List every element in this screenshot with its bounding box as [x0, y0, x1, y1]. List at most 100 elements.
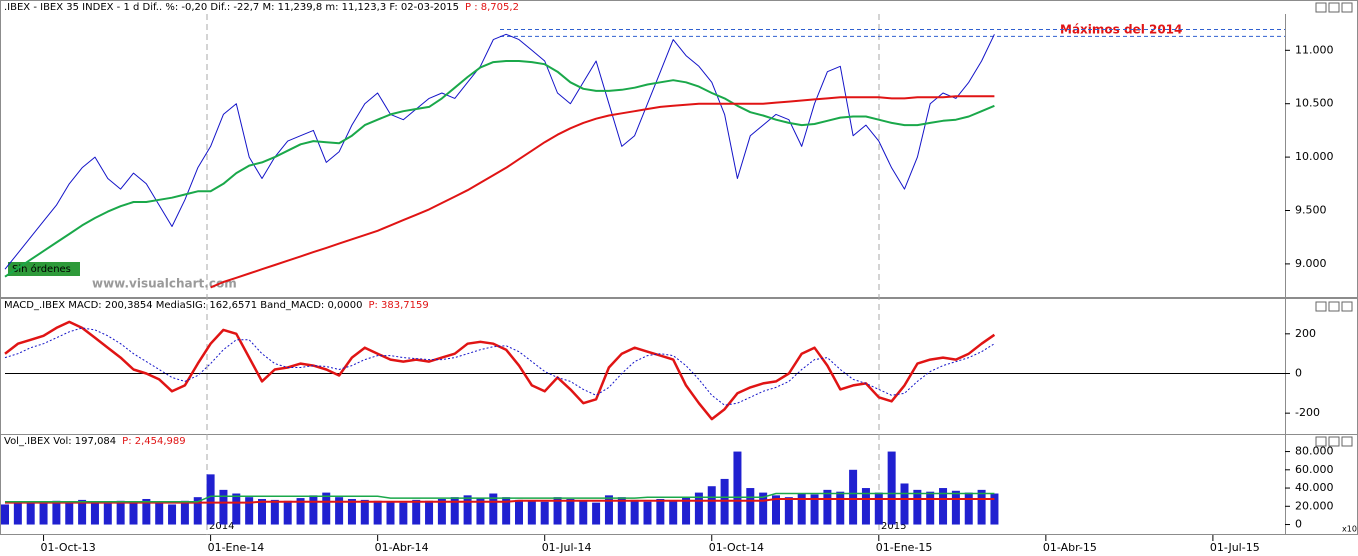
- volume-bar: [682, 497, 691, 525]
- volume-bar: [373, 500, 382, 525]
- panel-header-value: P: 383,7159: [368, 300, 428, 311]
- y-tick-label: 20.000: [1295, 499, 1334, 512]
- close-button[interactable]: [1341, 301, 1353, 312]
- volume-bar: [772, 495, 780, 525]
- y-tick-label: 10.000: [1295, 150, 1334, 163]
- volume-bar: [450, 497, 459, 525]
- panel-header: Vol_.IBEX Vol: 197,084: [4, 436, 116, 447]
- volume-bar: [232, 493, 241, 525]
- volume-bar: [399, 502, 408, 525]
- close-button[interactable]: [1341, 436, 1353, 447]
- series-line: [5, 498, 995, 504]
- volume-bar: [836, 491, 845, 525]
- minimize-button[interactable]: [1315, 2, 1327, 13]
- volume-bar: [951, 490, 960, 525]
- volume-bar: [26, 501, 35, 525]
- panel-header-value: P : 8,705,2: [465, 2, 519, 13]
- maximize-button[interactable]: [1328, 436, 1340, 447]
- volume-bar: [360, 499, 369, 525]
- volume-bar: [939, 488, 948, 525]
- volume-bar: [604, 495, 613, 525]
- volume-bar: [694, 492, 703, 525]
- y-tick-label: 10.500: [1295, 97, 1334, 110]
- annotation-box: [8, 262, 80, 276]
- annotation: Máximos del 2014: [1060, 23, 1182, 37]
- volume-bar: [425, 500, 434, 525]
- volume-bar: [553, 497, 562, 525]
- y-tick-label: -200: [1295, 406, 1320, 419]
- volume-bar: [386, 501, 395, 525]
- volume-bar: [926, 491, 935, 525]
- annotation: Sin órdenes: [12, 263, 71, 275]
- maximize-button[interactable]: [1328, 301, 1340, 312]
- volume-bar: [90, 501, 99, 525]
- volume-bar: [874, 492, 883, 525]
- y-tick-label: 80.000: [1295, 445, 1334, 458]
- panel-header-value: P: 2,454,989: [122, 436, 185, 447]
- x-tick-label: 01-Ene-15: [876, 541, 933, 554]
- volume-bar: [810, 494, 819, 525]
- close-button[interactable]: [1341, 2, 1353, 13]
- series-line: [5, 492, 995, 503]
- volume-bar: [913, 489, 922, 525]
- y-tick-label: 0: [1295, 518, 1302, 531]
- volume-bar: [180, 500, 189, 525]
- panel-header: MACD_.IBEX MACD: 200,3854 MediaSIG: 162,…: [4, 300, 362, 311]
- window-buttons: [1315, 2, 1353, 447]
- x-tick-label: 01-Jul-14: [542, 541, 592, 554]
- maximize-button[interactable]: [1328, 2, 1340, 13]
- volume-bar: [142, 498, 151, 525]
- volume-bar: [797, 493, 806, 525]
- volume-bar: [566, 498, 575, 525]
- volume-bar: [335, 497, 344, 525]
- x-tick-label: 01-Abr-15: [1043, 541, 1097, 554]
- volume-bar: [270, 499, 279, 525]
- volume-bar: [964, 492, 973, 525]
- unit-label: x10: [1342, 525, 1357, 534]
- volume-bar: [39, 503, 48, 525]
- volume-bar: [579, 500, 588, 525]
- x-tick-label: 01-Abr-14: [375, 541, 429, 554]
- volume-bar: [515, 499, 523, 525]
- volume-bar: [476, 498, 485, 525]
- minimize-button[interactable]: [1315, 301, 1327, 312]
- volume-bar: [52, 500, 61, 525]
- volume-bar: [13, 502, 22, 525]
- volume-bar: [258, 498, 266, 525]
- x-tick-label: 01-Oct-14: [709, 541, 764, 554]
- volume-bar: [412, 499, 421, 525]
- y-tick-label: 40.000: [1295, 481, 1334, 494]
- volume-bar: [116, 500, 125, 525]
- volume-bar: [733, 451, 742, 525]
- volume-bar: [309, 495, 318, 525]
- y-tick-label: 60.000: [1295, 463, 1334, 476]
- x-tick-label: 01-Oct-13: [41, 541, 96, 554]
- volume-bar: [206, 474, 215, 525]
- volume-bar: [784, 497, 793, 525]
- volume-bar: [245, 497, 254, 525]
- volume-bar: [347, 498, 356, 525]
- minimize-button[interactable]: [1315, 436, 1327, 447]
- volume-bar: [707, 486, 716, 525]
- volume-bar: [540, 501, 549, 525]
- volume-bar: [193, 497, 202, 525]
- volume-bar: [155, 501, 164, 525]
- panel-header: .IBEX - IBEX 35 INDEX - 1 d Dif.. %: -0,…: [4, 2, 459, 13]
- volume-bar: [669, 500, 678, 525]
- y-tick-label: 0: [1295, 366, 1302, 379]
- y-tick-label: 9.000: [1295, 257, 1327, 270]
- volume-bar: [592, 502, 601, 525]
- volume-bar: [283, 500, 292, 525]
- x-tick-label: 01-Ene-14: [208, 541, 265, 554]
- series-line: [210, 95, 995, 289]
- volume-bar: [823, 489, 832, 525]
- volume-bar: [322, 492, 331, 525]
- volume-bar: [129, 502, 138, 525]
- volume-bar: [849, 469, 858, 525]
- volume-bar: [900, 483, 909, 525]
- volume-bar: [103, 503, 112, 525]
- volume-bar: [746, 488, 755, 525]
- volume-bar: [489, 493, 498, 525]
